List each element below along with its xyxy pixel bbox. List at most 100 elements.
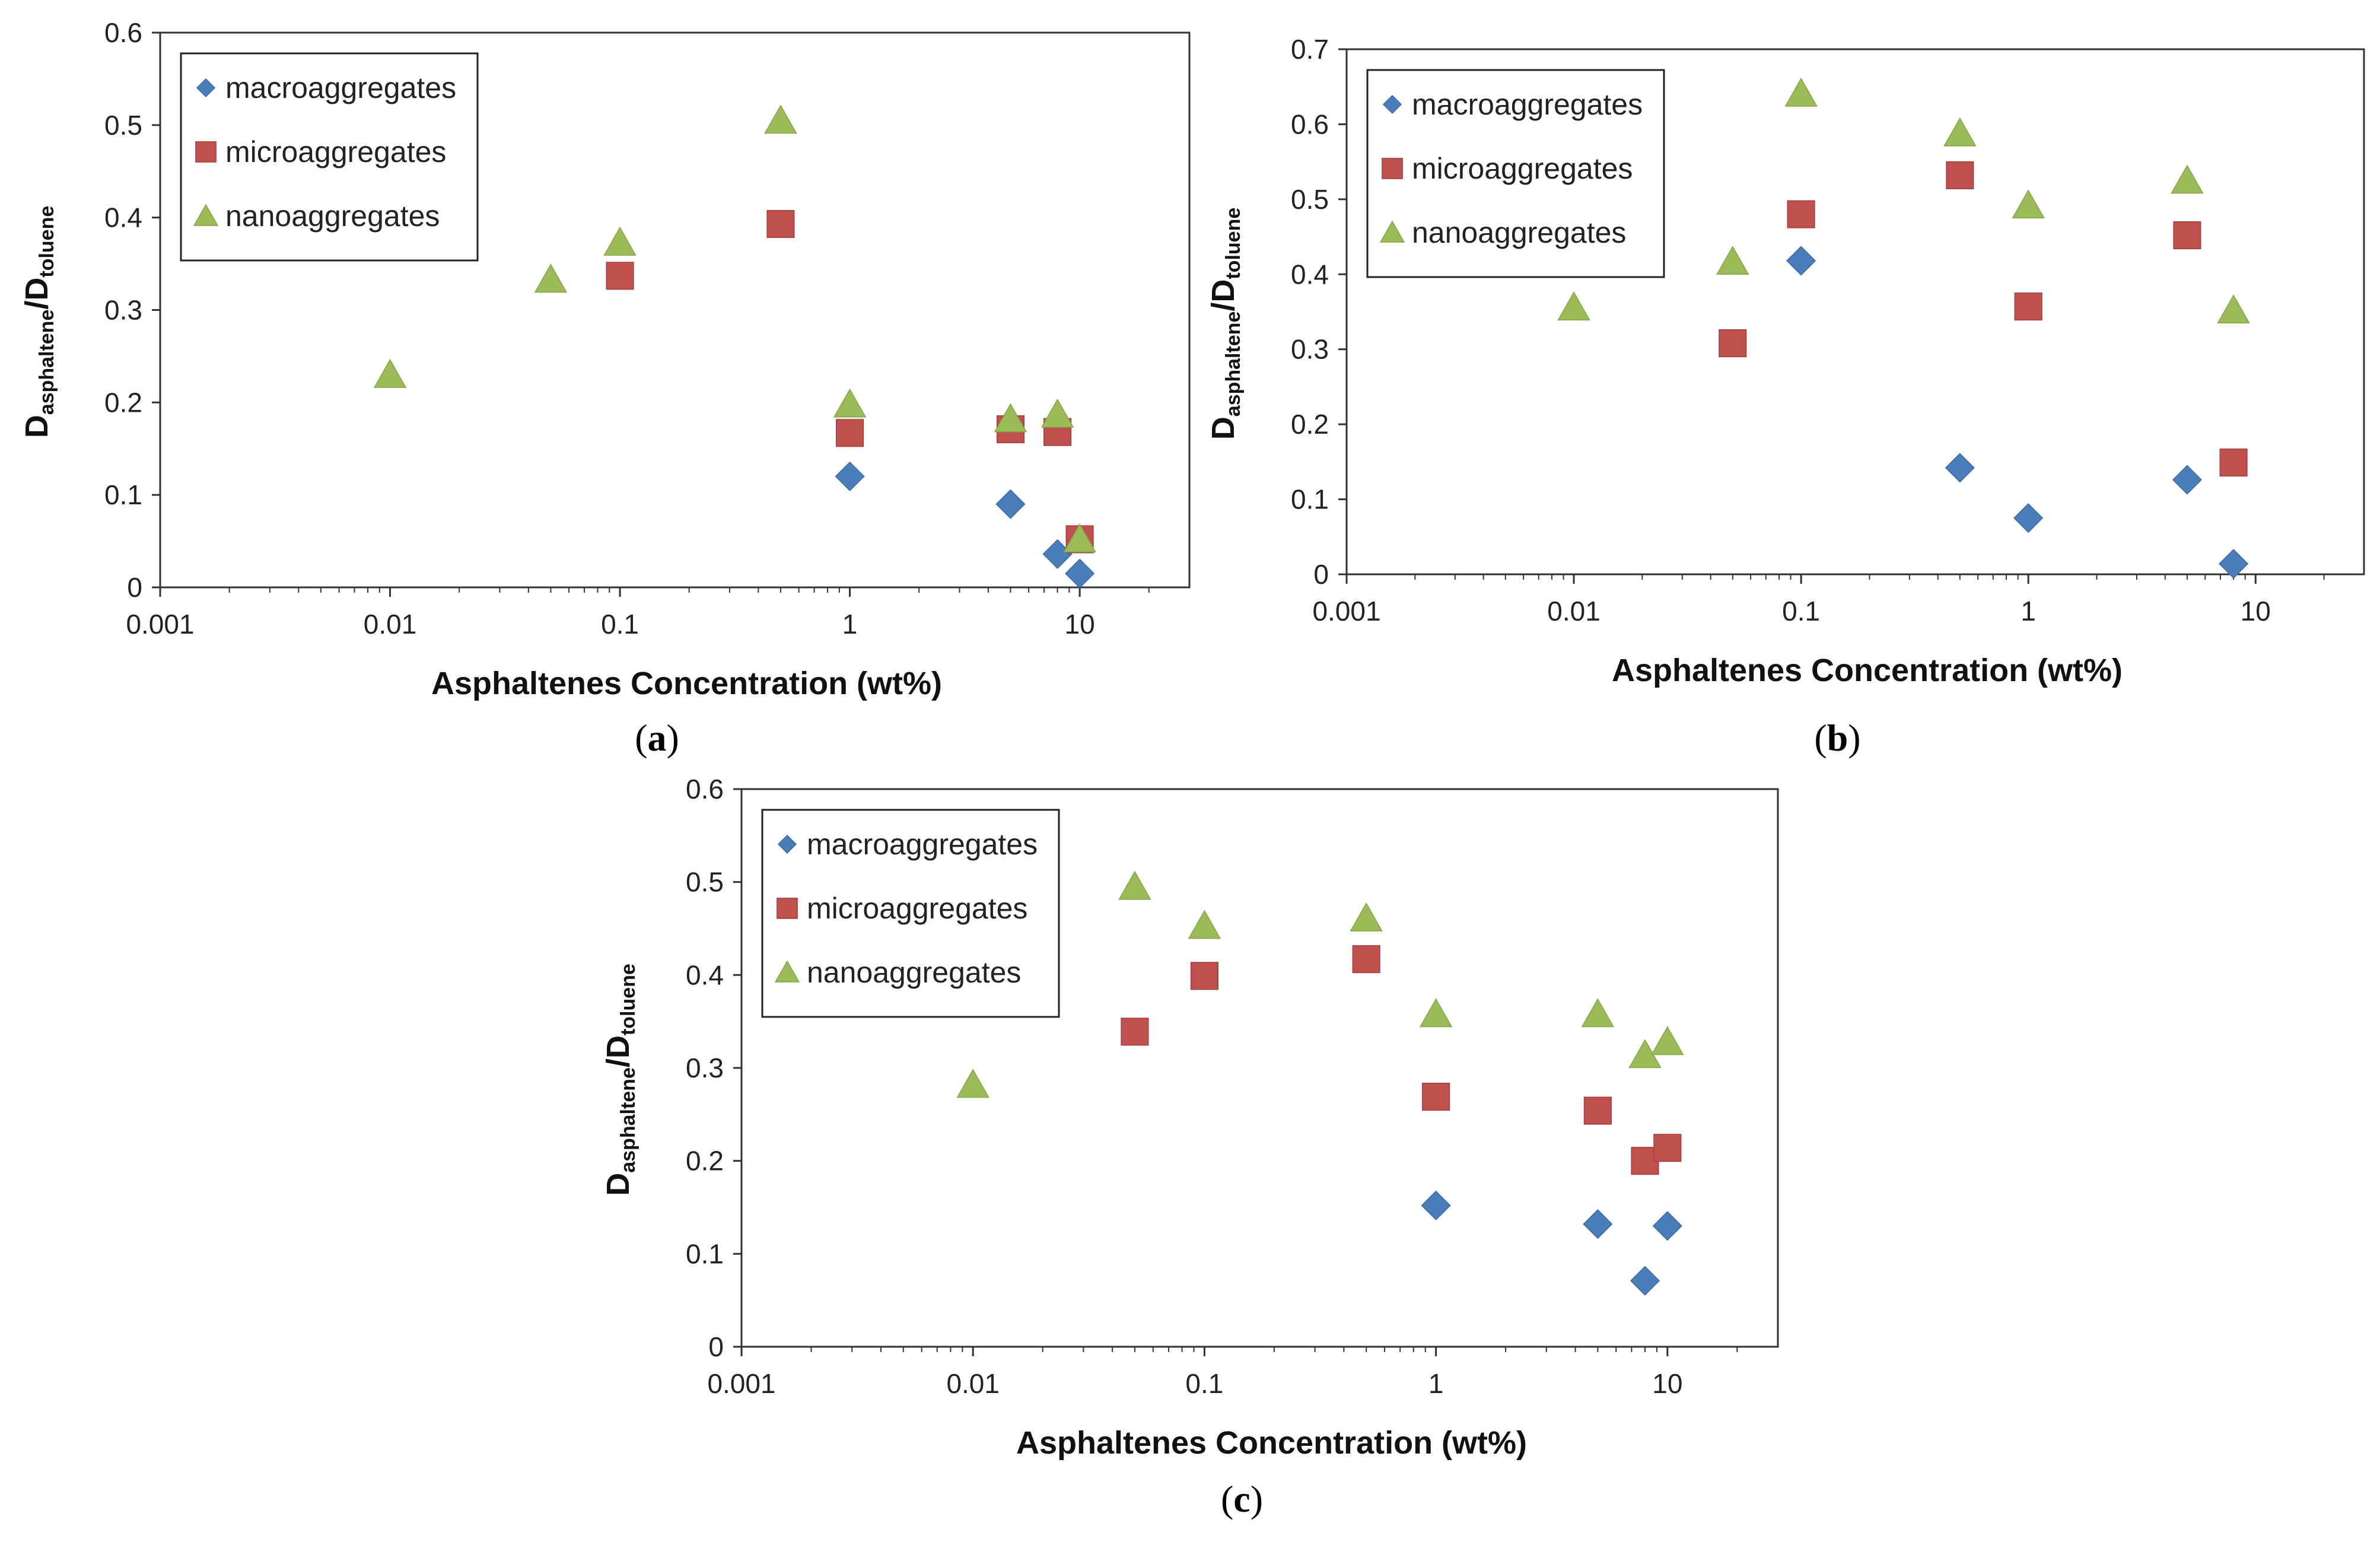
data-point-macroaggregates <box>1945 453 1975 483</box>
data-points <box>373 104 1096 589</box>
series-macroaggregates <box>1421 1190 1682 1296</box>
data-point-nanoaggregates <box>1419 998 1453 1028</box>
data-point-nanoaggregates <box>833 388 867 418</box>
y-axis-title: Dasphaltene/Dtoluene <box>1205 208 1245 440</box>
legend-box <box>761 809 1060 1018</box>
data-point-nanoaggregates <box>1063 523 1096 553</box>
data-point-nanoaggregates <box>1943 117 1977 147</box>
data-point-microaggregates <box>1121 1017 1149 1046</box>
data-point-nanoaggregates <box>1784 77 1818 107</box>
data-point-macroaggregates <box>995 489 1026 519</box>
legend-marker-nanoaggregates <box>193 203 219 226</box>
x-tick-label: 0.1 <box>601 609 639 640</box>
chart-panel-a: 0.001 0.01 0.1 1 10 0 0.1 0.2 0.3 0.4 0.5 0.6 Asphal… <box>19 17 1191 759</box>
data-point-microaggregates <box>836 419 864 447</box>
data-point-microaggregates <box>1653 1134 1682 1162</box>
chart-panel-c: 0.001 0.01 0.1 1 10 0 0.1 0.2 0.3 0.4 0.5 0.6 Asphal… <box>600 774 1779 1520</box>
y-tick-label: 0 <box>1313 559 1329 590</box>
x-tick-label: 0.1 <box>1782 596 1820 627</box>
y-tick-label: 0.4 <box>686 959 724 990</box>
x-axis: 0.001 0.01 0.1 1 10 <box>1312 574 2325 627</box>
data-point-nanoaggregates <box>603 227 637 256</box>
data-point-microaggregates <box>606 262 634 290</box>
legend-label: microaggregates <box>1412 152 1633 185</box>
y-axis-title-part: /D <box>1205 279 1241 311</box>
y-tick-label: 0.7 <box>1291 34 1329 65</box>
data-point-nanoaggregates <box>534 263 568 293</box>
x-tick-label: 1 <box>2021 596 2036 627</box>
series-microaggregates <box>1121 945 1682 1175</box>
series-nanoaggregates <box>373 104 1096 553</box>
y-axis-title-part: D <box>19 415 55 438</box>
legend: macroaggregates microaggregates nanoaggreg… <box>180 52 479 262</box>
legend-box <box>180 52 479 262</box>
series-macroaggregates <box>835 461 1095 589</box>
y-tick-label: 0.3 <box>686 1052 724 1083</box>
legend-marker-microaggregates <box>195 141 217 163</box>
y-tick-label: 0.6 <box>104 17 142 48</box>
panel-label: (c) <box>1221 1478 1263 1520</box>
data-point-macroaggregates <box>2172 465 2202 495</box>
y-axis-title: Dasphaltene/Dtoluene <box>600 963 639 1196</box>
panel-label-letter: a <box>648 717 667 759</box>
panel-label-letter: c <box>1233 1478 1250 1520</box>
panel-label: (b) <box>1814 717 1860 759</box>
series-macroaggregates <box>1786 246 2249 579</box>
legend-label: nanoaggregates <box>1412 216 1626 249</box>
y-tick-label: 0.5 <box>1291 184 1329 215</box>
data-point-macroaggregates <box>1630 1265 1660 1296</box>
x-tick-label: 0.001 <box>126 609 194 640</box>
y-tick-label: 0 <box>127 572 142 603</box>
data-point-macroaggregates <box>1583 1209 1613 1239</box>
y-tick-label: 0.3 <box>1291 334 1329 365</box>
y-tick-label: 0.5 <box>686 867 724 898</box>
legend-marker-microaggregates <box>1382 158 1403 179</box>
y-axis-title-subscript: asphaltene <box>36 310 58 415</box>
y-axis: 0 0.1 0.2 0.3 0.4 0.5 0.6 <box>104 17 160 603</box>
y-tick-label: 0.1 <box>1291 484 1329 515</box>
legend-marker-microaggregates <box>777 898 798 919</box>
legend: macroaggregates microaggregates nanoaggreg… <box>1366 69 1665 278</box>
x-tick-label: 0.01 <box>364 609 417 640</box>
data-point-nanoaggregates <box>373 358 407 388</box>
data-point-nanoaggregates <box>1188 910 1221 939</box>
data-point-macroaggregates <box>1652 1211 1682 1241</box>
data-point-nanoaggregates <box>1118 870 1151 900</box>
x-axis-title: Asphaltenes Concentration (wt%) <box>1016 1425 1527 1461</box>
y-tick-label: 0.1 <box>104 479 142 510</box>
y-tick-label: 0.4 <box>1291 259 1329 290</box>
x-axis-title: Asphaltenes Concentration (wt%) <box>1612 653 2123 688</box>
panel-label: (a) <box>635 717 679 759</box>
data-point-microaggregates <box>1352 945 1380 974</box>
data-point-microaggregates <box>1719 329 1747 358</box>
x-tick-label: 10 <box>1065 609 1095 640</box>
x-tick-label: 0.01 <box>946 1368 1000 1399</box>
legend-label: microaggregates <box>807 892 1027 925</box>
data-point-macroaggregates <box>2013 503 2044 533</box>
legend-label: macroaggregates <box>1412 88 1643 121</box>
x-tick-label: 0.1 <box>1185 1368 1223 1399</box>
data-point-nanoaggregates <box>1716 246 1749 275</box>
data-point-microaggregates <box>766 210 795 239</box>
y-tick-label: 0.2 <box>1291 409 1329 440</box>
data-point-macroaggregates <box>1786 246 1816 276</box>
data-point-nanoaggregates <box>2217 294 2250 324</box>
legend-label: nanoaggregates <box>807 956 1021 989</box>
y-axis-title: Dasphaltene/Dtoluene <box>19 206 58 438</box>
x-tick-label: 10 <box>2241 596 2271 627</box>
data-point-microaggregates <box>1422 1083 1450 1111</box>
y-axis-title-part: /D <box>19 278 55 310</box>
data-point-microaggregates <box>1946 161 1974 189</box>
series-microaggregates <box>1719 161 2248 477</box>
legend: macroaggregates microaggregates nanoaggreg… <box>761 809 1060 1018</box>
data-point-macroaggregates <box>835 461 865 492</box>
legend-label: macroaggregates <box>807 828 1038 861</box>
data-point-microaggregates <box>1190 962 1218 990</box>
y-tick-label: 0.2 <box>686 1146 724 1176</box>
legend-marker-nanoaggregates <box>1379 220 1405 243</box>
data-point-macroaggregates <box>1421 1190 1451 1220</box>
legend-label: microaggregates <box>225 135 446 168</box>
data-point-nanoaggregates <box>2171 164 2204 194</box>
data-points <box>956 870 1684 1296</box>
